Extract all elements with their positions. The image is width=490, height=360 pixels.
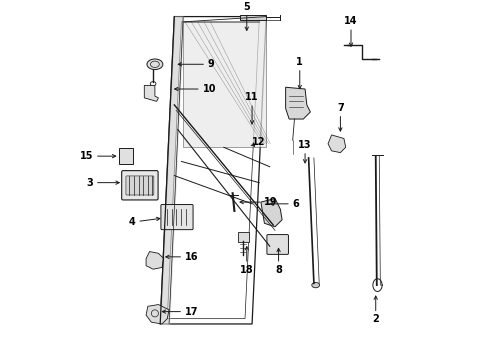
FancyBboxPatch shape xyxy=(119,148,133,164)
Polygon shape xyxy=(261,199,282,227)
Text: 6: 6 xyxy=(293,199,299,209)
Text: 3: 3 xyxy=(86,177,93,188)
Text: 7: 7 xyxy=(337,103,344,113)
Text: 17: 17 xyxy=(185,307,198,316)
Text: 1: 1 xyxy=(296,57,303,67)
Polygon shape xyxy=(183,17,266,147)
Ellipse shape xyxy=(312,283,319,288)
Text: 19: 19 xyxy=(265,197,278,207)
Polygon shape xyxy=(328,135,346,153)
Polygon shape xyxy=(144,85,158,102)
Text: 15: 15 xyxy=(79,151,93,161)
FancyBboxPatch shape xyxy=(122,171,158,200)
Text: 8: 8 xyxy=(275,265,282,275)
Polygon shape xyxy=(240,15,266,20)
Text: 18: 18 xyxy=(240,265,254,275)
FancyBboxPatch shape xyxy=(238,233,248,242)
Polygon shape xyxy=(146,305,169,324)
Ellipse shape xyxy=(147,59,163,69)
Text: 5: 5 xyxy=(244,2,250,12)
Text: 14: 14 xyxy=(344,16,358,26)
FancyBboxPatch shape xyxy=(161,204,193,230)
Polygon shape xyxy=(146,252,164,269)
Text: 16: 16 xyxy=(185,252,198,262)
Text: 9: 9 xyxy=(208,59,215,69)
Text: 4: 4 xyxy=(129,216,135,226)
Text: 2: 2 xyxy=(372,314,379,324)
Text: 13: 13 xyxy=(298,140,312,150)
FancyBboxPatch shape xyxy=(267,235,289,255)
Text: 11: 11 xyxy=(245,92,259,102)
Text: 10: 10 xyxy=(202,84,216,94)
Polygon shape xyxy=(286,87,310,119)
FancyBboxPatch shape xyxy=(126,176,154,195)
Text: 12: 12 xyxy=(252,137,266,147)
